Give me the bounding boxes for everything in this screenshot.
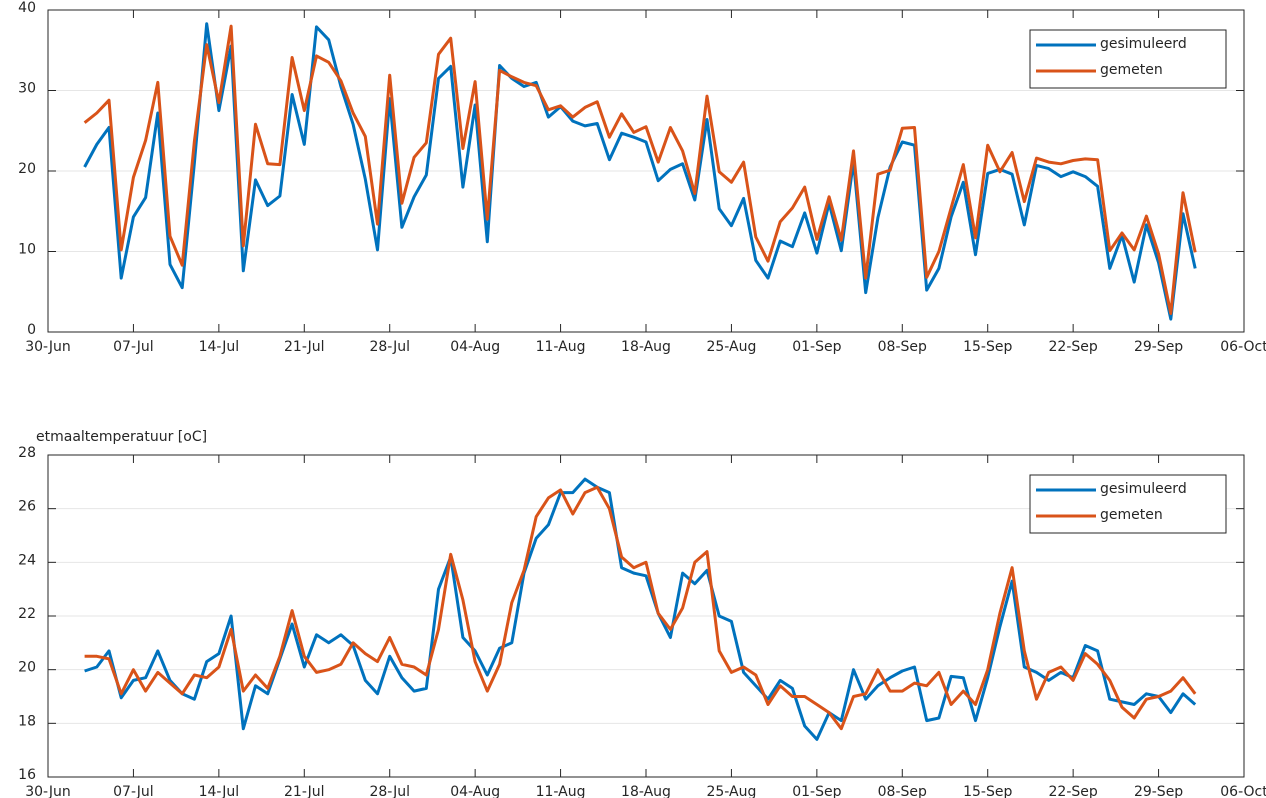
x-tick-label: 11-Aug bbox=[536, 339, 586, 355]
legend-box bbox=[1029, 29, 1227, 89]
x-tick-label: 06-Oct bbox=[1220, 784, 1266, 798]
x-tick-label: 04-Aug bbox=[450, 339, 500, 355]
data-line bbox=[83, 24, 1197, 315]
x-tick-label: 14-Jul bbox=[199, 339, 240, 355]
x-tick-label: 15-Sep bbox=[963, 784, 1012, 798]
legend-label: gesimuleerd bbox=[1100, 36, 1187, 52]
x-tick-label: 18-Aug bbox=[621, 784, 671, 798]
x-tick-label: 07-Jul bbox=[113, 784, 154, 798]
legend-label: gemeten bbox=[1100, 507, 1163, 523]
x-tick-label: 29-Sep bbox=[1134, 784, 1183, 798]
y-tick-label: 16 bbox=[18, 767, 36, 783]
x-tick-label: 21-Jul bbox=[284, 339, 325, 355]
x-tick-label: 22-Sep bbox=[1049, 339, 1098, 355]
x-tick-label: 15-Sep bbox=[963, 339, 1012, 355]
legend-box bbox=[1029, 474, 1227, 534]
x-tick-label: 07-Jul bbox=[113, 339, 154, 355]
chart-title: etmaaltemperatuur [oC] bbox=[36, 429, 207, 445]
y-tick-label: 28 bbox=[18, 445, 36, 461]
legend-label: gesimuleerd bbox=[1100, 481, 1187, 497]
plot-frame bbox=[47, 454, 1245, 778]
y-tick-label: 30 bbox=[18, 81, 36, 97]
data-line bbox=[83, 22, 1197, 321]
y-tick-label: 24 bbox=[18, 552, 36, 568]
x-tick-label: 11-Aug bbox=[536, 784, 586, 798]
x-tick-label: 21-Jul bbox=[284, 784, 325, 798]
x-tick-label: 30-Jun bbox=[25, 339, 71, 355]
y-tick-label: 0 bbox=[27, 322, 36, 338]
x-tick-label: 25-Aug bbox=[706, 784, 756, 798]
x-tick-label: 28-Jul bbox=[369, 784, 410, 798]
x-tick-label: 06-Oct bbox=[1220, 339, 1266, 355]
x-tick-label: 18-Aug bbox=[621, 339, 671, 355]
x-tick-label: 28-Jul bbox=[369, 339, 410, 355]
data-line bbox=[84, 477, 1197, 741]
data-line bbox=[84, 485, 1197, 731]
x-tick-label: 01-Sep bbox=[792, 784, 841, 798]
y-tick-label: 26 bbox=[18, 499, 36, 515]
plot-frame bbox=[47, 9, 1245, 333]
y-tick-label: 10 bbox=[18, 242, 36, 258]
x-tick-label: 08-Sep bbox=[878, 339, 927, 355]
y-tick-label: 18 bbox=[18, 713, 36, 729]
y-tick-label: 20 bbox=[18, 161, 36, 177]
x-tick-label: 14-Jul bbox=[199, 784, 240, 798]
x-tick-label: 22-Sep bbox=[1049, 784, 1098, 798]
x-tick-label: 04-Aug bbox=[450, 784, 500, 798]
x-tick-label: 01-Sep bbox=[792, 339, 841, 355]
x-tick-label: 29-Sep bbox=[1134, 339, 1183, 355]
legend-label: gemeten bbox=[1100, 62, 1163, 78]
y-tick-label: 40 bbox=[18, 0, 36, 16]
y-tick-label: 22 bbox=[18, 606, 36, 622]
y-tick-label: 20 bbox=[18, 660, 36, 676]
x-tick-label: 25-Aug bbox=[706, 339, 756, 355]
x-tick-label: 08-Sep bbox=[878, 784, 927, 798]
x-tick-label: 30-Jun bbox=[25, 784, 71, 798]
